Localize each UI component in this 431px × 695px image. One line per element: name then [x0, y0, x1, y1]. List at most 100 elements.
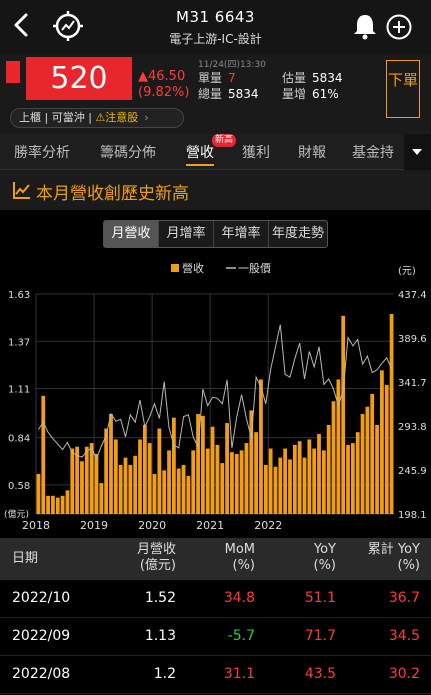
tab-fund-holding[interactable]: 基金持: [352, 145, 394, 161]
add-icon[interactable]: [386, 14, 412, 40]
y-right-tick: 198.1: [398, 510, 427, 521]
revenue-bar: [307, 439, 312, 514]
tab-financials[interactable]: 財報: [298, 145, 326, 161]
revenue-bar: [215, 444, 220, 514]
revenue-bar: [336, 379, 341, 514]
revenue-bar: [55, 497, 60, 514]
revenue-table-header: 日期 月營收 (億元) MoM (%) YoY (%) 累計 YoY (%): [0, 538, 431, 580]
revenue-bar: [191, 450, 196, 514]
revenue-bar: [152, 474, 157, 514]
y-left-tick: 1.37: [8, 337, 30, 348]
dropdown-triangle-icon: [412, 149, 422, 155]
single-volume: 單量 7: [198, 71, 236, 85]
y-left-tick: 1.63: [8, 290, 30, 301]
revenue-bar: [297, 441, 302, 514]
revenue-bar: [36, 474, 41, 514]
estimated-volume: 估量 5834: [282, 71, 343, 85]
revenue-bar: [128, 464, 133, 514]
up-indicator: [6, 61, 20, 83]
tab-profit[interactable]: 獲利: [242, 145, 270, 161]
revenue-bar: [80, 461, 84, 514]
col-revenue: 月營收 (億元): [136, 542, 176, 573]
revenue-bar: [380, 370, 384, 514]
seg-annual-trend[interactable]: 年度走勢: [271, 226, 324, 241]
revenue-bar: [375, 424, 379, 514]
revenue-bar: [278, 457, 283, 514]
revenue-bar: [360, 414, 365, 514]
revenue-bar: [259, 379, 263, 514]
order-button[interactable]: 下單: [386, 60, 420, 118]
revenue-bar: [302, 457, 307, 514]
revenue-bar: [268, 448, 273, 514]
tab-bar: 勝率分析 籌碼分佈 營收 新高 獲利 財報 基金持: [0, 134, 431, 170]
x-tick: 2021: [196, 519, 224, 532]
revenue-bar: [94, 454, 99, 514]
y-left-ticks: 1.63 1.37 1.11 0.84 0.58: [8, 290, 30, 492]
revenue-bar: [41, 395, 46, 514]
seg-yoy[interactable]: 年增率: [214, 221, 269, 247]
revenue-bar: [331, 401, 336, 514]
back-arrow-icon[interactable]: [8, 10, 36, 40]
y-right-tick: 389.6: [398, 334, 427, 345]
table-row[interactable]: 2022/10 1.52 34.8 51.1 36.7: [0, 580, 431, 618]
revenue-bar: [210, 426, 215, 514]
revenue-bar: [239, 450, 244, 514]
revenue-bar: [273, 466, 278, 514]
revenue-bar: [249, 410, 254, 514]
revenue-bar: [133, 455, 138, 514]
revenue-bar: [346, 444, 350, 514]
chart-mode-selector: 月營收 月增率 年增率 年度走勢: [103, 220, 328, 248]
revenue-bar: [70, 448, 75, 514]
table-row[interactable]: 2022/09 1.13 -5.7 71.7 34.5: [0, 618, 431, 656]
revenue-bar: [254, 432, 259, 514]
trend-logo-icon[interactable]: [52, 10, 84, 42]
y-left-unit: (億元): [4, 508, 29, 520]
revenue-bar: [138, 439, 142, 514]
revenue-bar: [118, 464, 123, 514]
tab-revenue[interactable]: 營收 新高: [186, 134, 237, 166]
y-right-tick: 293.8: [398, 422, 427, 433]
y-right-tick: 437.4: [398, 290, 427, 301]
tag-otc: 上櫃: [19, 111, 41, 124]
revenue-bar: [225, 423, 229, 514]
tab-win-rate[interactable]: 勝率分析: [14, 145, 70, 161]
seg-mom[interactable]: 月增率: [159, 221, 214, 247]
revenue-bar: [205, 448, 210, 514]
section-header: 本月營收創歷史新高: [0, 170, 431, 210]
revenue-bar: [355, 432, 360, 514]
legend-revenue-label: 營收: [182, 261, 204, 275]
revenue-bar: [384, 384, 389, 514]
y-right-ticks: 437.4 389.6 341.7 293.8 245.9 198.1: [398, 290, 427, 521]
more-tabs-button[interactable]: [404, 134, 431, 170]
revenue-bar: [350, 443, 355, 514]
chart-legend: 營收 一股價: [171, 261, 271, 275]
bell-icon[interactable]: [352, 12, 378, 40]
revenue-bar: [312, 448, 317, 514]
volume-increase: 量增 61%: [282, 87, 339, 101]
revenue-bar: [321, 450, 326, 514]
x-tick: 2019: [80, 519, 108, 532]
col-date: 日期: [12, 551, 39, 566]
y-left-tick: 0.84: [8, 434, 30, 445]
table-row[interactable]: 2022/08 1.2 31.1 43.5 30.2: [0, 656, 431, 694]
stock-industry: 電子上游-IC-設計: [169, 32, 262, 46]
revenue-bar: [370, 394, 375, 514]
y-left-tick: 0.58: [8, 481, 30, 492]
revenue-bar: [389, 314, 394, 514]
revenue-bar: [89, 443, 94, 514]
revenue-bar: [292, 444, 297, 514]
revenue-bar: [176, 468, 181, 514]
tag-warning: ⚠注意股: [95, 111, 139, 124]
price-change-pct: (9.82%): [138, 85, 190, 100]
current-price: 520: [26, 57, 132, 100]
revenue-bar: [171, 417, 176, 514]
revenue-bars: [36, 314, 394, 514]
stock-tags[interactable]: 上櫃 | 可當沖 | ⚠注意股 ›: [10, 108, 184, 128]
seg-monthly-revenue[interactable]: 月營收: [104, 221, 159, 247]
revenue-bar: [46, 495, 50, 514]
section-title: 本月營收創歷史新高: [36, 184, 189, 204]
revenue-bar: [317, 434, 321, 514]
app-header: M31 6643 電子上游-IC-設計: [0, 0, 431, 54]
tab-chips[interactable]: 籌碼分佈: [100, 145, 156, 161]
y-left-tick: 1.11: [8, 385, 30, 396]
